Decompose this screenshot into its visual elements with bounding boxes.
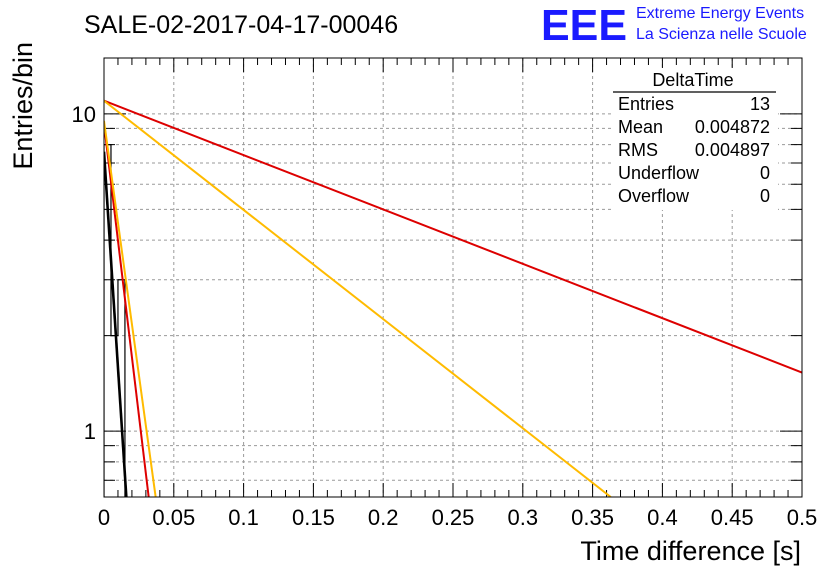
stats-row-label: Overflow xyxy=(618,186,690,206)
stats-box-rows: Entries 13 Mean 0.004872 RMS 0.004897 Underflo… xyxy=(618,94,770,206)
eee-logo-line2: La Scienza nelle Scuole xyxy=(636,26,807,43)
y-tick-labels: 1 10 xyxy=(72,102,96,444)
stats-row-value: 0.004872 xyxy=(695,117,770,137)
x-tick-label: 0.35 xyxy=(571,505,614,530)
eee-logo-line1: Extreme Energy Events xyxy=(636,5,804,22)
fit-curve-1 xyxy=(104,99,802,374)
x-tick-label: 0.5 xyxy=(787,505,818,530)
stats-row-label: RMS xyxy=(618,140,658,160)
y-tick-label: 10 xyxy=(72,102,96,127)
x-tick-label: 0.05 xyxy=(152,505,195,530)
fit-curve-2 xyxy=(104,99,612,497)
y-tick-label: 1 xyxy=(84,419,96,444)
stats-box-title: DeltaTime xyxy=(652,70,733,90)
x-tick-label: 0.3 xyxy=(508,505,539,530)
x-tick-label: 0.45 xyxy=(711,505,754,530)
stats-row-label: Underflow xyxy=(618,163,700,183)
plot-data xyxy=(104,99,802,497)
stats-row-value: 13 xyxy=(750,94,770,114)
stats-row-label: Mean xyxy=(618,117,663,137)
x-tick-label: 0.25 xyxy=(432,505,475,530)
stats-box: DeltaTime Entries 13 Mean 0.004872 RMS 0.0048… xyxy=(612,68,778,210)
fit-curve-4 xyxy=(104,120,157,497)
plot-frame xyxy=(103,57,803,498)
y-axis-label: Entries/bin xyxy=(8,42,38,170)
x-tick-labels: 0 0.05 0.1 0.15 0.2 0.25 0.3 0.35 0.4 0.45 0.5 xyxy=(98,505,817,530)
stats-row-value: 0 xyxy=(760,163,770,183)
x-tick-label: 0 xyxy=(98,505,110,530)
x-axis-label: Time difference [s] xyxy=(580,536,801,566)
eee-logo: EEE Extreme Energy Events La Scienza nel… xyxy=(541,1,807,50)
stats-row-label: Entries xyxy=(618,94,674,114)
eee-logo-text: EEE xyxy=(541,1,627,50)
x-tick-label: 0.1 xyxy=(228,505,259,530)
x-tick-label: 0.15 xyxy=(292,505,335,530)
axis-ticks xyxy=(103,58,803,497)
x-tick-label: 0.2 xyxy=(368,505,399,530)
stats-row-value: 0 xyxy=(760,186,770,206)
fit-curve-5 xyxy=(104,151,128,497)
x-tick-label: 0.4 xyxy=(647,505,678,530)
chart-title: SALE-02-2017-04-17-00046 xyxy=(84,11,398,39)
stats-row-value: 0.004897 xyxy=(695,140,770,160)
fit-curve-3 xyxy=(104,123,150,497)
